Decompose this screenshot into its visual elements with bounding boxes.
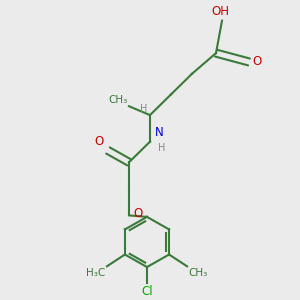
- Text: N: N: [154, 126, 163, 139]
- Text: H: H: [140, 103, 147, 114]
- Text: OH: OH: [212, 5, 230, 18]
- Text: O: O: [252, 56, 261, 68]
- Text: H₃C: H₃C: [86, 268, 105, 278]
- Text: O: O: [134, 207, 143, 220]
- Text: H: H: [158, 143, 166, 153]
- Text: O: O: [94, 134, 104, 148]
- Text: CH₃: CH₃: [189, 268, 208, 278]
- Text: CH₃: CH₃: [108, 95, 128, 105]
- Text: Cl: Cl: [141, 285, 153, 298]
